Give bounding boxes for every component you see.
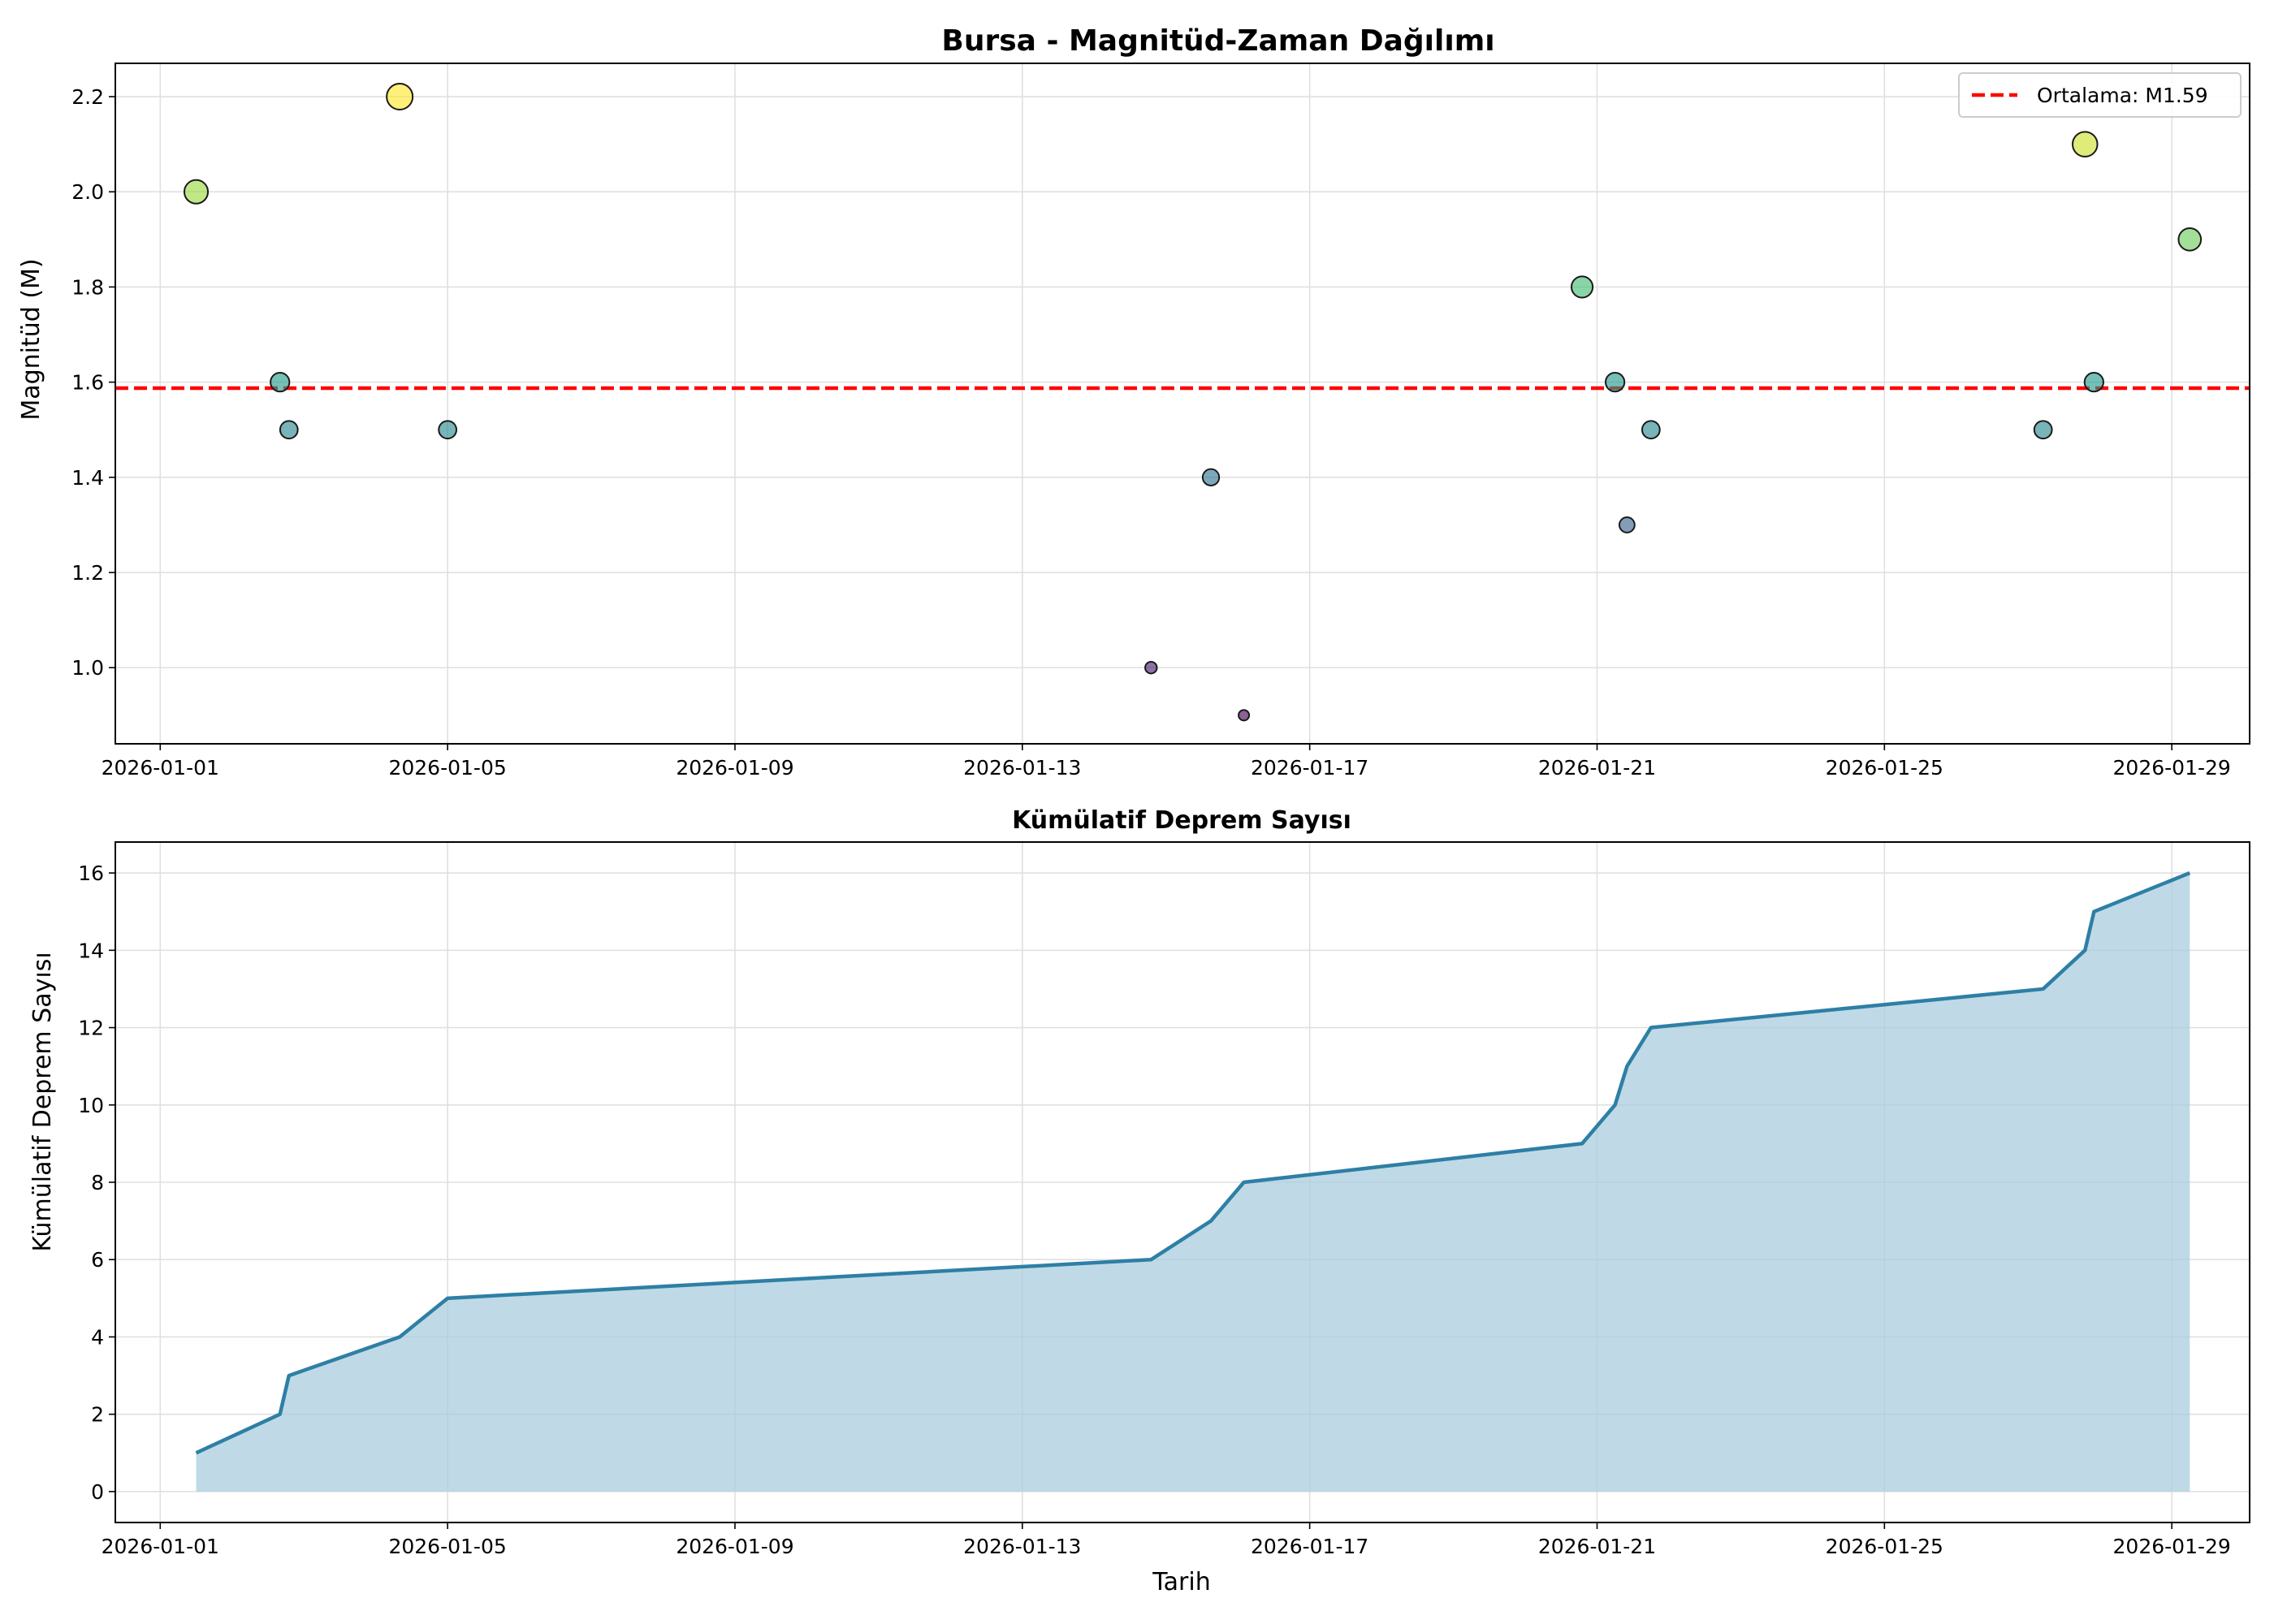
magnitude-grid (115, 63, 2250, 744)
earthquake-point (183, 179, 210, 205)
earthquake-point (438, 420, 458, 440)
earthquake-point (2072, 131, 2099, 158)
cumulative-panel: Kümülatif Deprem Sayısı Kümülatif Deprem… (28, 806, 2250, 1596)
legend: Ortalama: M1.59 (1958, 72, 2242, 118)
earthquake-point (1238, 709, 1251, 722)
legend-mean-label: Ortalama: M1.59 (2037, 84, 2208, 107)
y-tick-label: 1.2 (71, 561, 104, 585)
earthquake-point (1618, 516, 1636, 533)
legend-box (1958, 72, 2242, 118)
magnitude-x-ticks: 2026-01-01 2026-01-05 2026-01-09 2026-01-13… (102, 744, 2231, 780)
y-tick-label: 4 (91, 1325, 104, 1349)
y-tick-label: 1.0 (71, 656, 104, 680)
x-tick-label: 2026-01-21 (1538, 756, 1656, 780)
y-tick-label: 10 (78, 1094, 104, 1117)
magnitude-y-ticks: 1.0 1.2 1.4 1.6 1.8 2.0 2.2 (71, 85, 115, 680)
earthquake-point (1201, 468, 1221, 486)
y-tick-label: 2.2 (71, 85, 104, 109)
x-tick-label: 2026-01-25 (1826, 756, 1943, 780)
x-tick-label: 2026-01-01 (102, 756, 219, 780)
magnitude-points (183, 83, 2203, 722)
earthquake-point (279, 420, 299, 440)
x-tick-label: 2026-01-17 (1251, 756, 1368, 780)
cumulative-chart-title: Kümülatif Deprem Sayısı (1012, 806, 1351, 835)
y-tick-label: 1.8 (71, 275, 104, 299)
cumulative-y-ticks: 0 2 4 6 8 10 12 14 16 (78, 862, 115, 1504)
cumulative-x-ticks: 2026-01-01 2026-01-05 2026-01-09 2026-01-13… (102, 1522, 2231, 1558)
x-tick-label: 2026-01-21 (1538, 1535, 1656, 1558)
magnitude-axes-frame (115, 63, 2250, 745)
earthquake-point (1641, 420, 1661, 440)
x-tick-label: 2026-01-29 (2113, 1535, 2231, 1558)
y-tick-label: 1.6 (71, 371, 104, 395)
magnitude-time-panel: Bursa - Magnitüd-Zaman Dağılımı Magnitüd… (17, 24, 2250, 780)
y-tick-label: 0 (91, 1480, 104, 1504)
y-tick-label: 1.4 (71, 466, 104, 490)
x-tick-label: 2026-01-25 (1826, 1535, 1943, 1558)
earthquake-point (386, 83, 414, 111)
earthquake-point (1604, 372, 1626, 393)
x-tick-label: 2026-01-09 (676, 1535, 793, 1558)
x-tick-label: 2026-01-17 (1251, 1535, 1368, 1558)
x-tick-label: 2026-01-13 (963, 756, 1081, 780)
cumulative-x-axis-label: Tarih (1152, 1568, 1210, 1596)
y-tick-label: 14 (78, 939, 104, 962)
y-tick-label: 6 (91, 1248, 104, 1272)
earthquake-point (1144, 661, 1158, 675)
cumulative-y-axis-label: Kümülatif Deprem Sayısı (28, 952, 57, 1251)
x-tick-label: 2026-01-05 (388, 756, 506, 780)
earthquake-point (2083, 372, 2104, 393)
x-tick-label: 2026-01-29 (2113, 756, 2231, 780)
y-tick-label: 8 (91, 1171, 104, 1194)
x-tick-label: 2026-01-13 (963, 1535, 1081, 1558)
y-tick-label: 12 (78, 1017, 104, 1040)
x-tick-label: 2026-01-01 (102, 1535, 219, 1558)
y-tick-label: 16 (78, 862, 104, 885)
cumulative-area-fill (196, 873, 2190, 1492)
cumulative-series (195, 871, 2191, 1492)
x-tick-label: 2026-01-05 (388, 1535, 506, 1558)
y-tick-label: 2.0 (71, 180, 104, 204)
earthquake-point (2033, 420, 2053, 440)
earthquake-point (270, 372, 291, 393)
cumulative-line (195, 871, 2191, 1455)
y-tick-label: 2 (91, 1403, 104, 1427)
magnitude-y-axis-label: Magnitüd (M) (17, 258, 45, 420)
earthquake-point (1570, 275, 1594, 299)
magnitude-chart-title: Bursa - Magnitüd-Zaman Dağılımı (941, 24, 1494, 58)
x-tick-label: 2026-01-09 (676, 756, 793, 780)
earthquake-point (2177, 227, 2203, 252)
